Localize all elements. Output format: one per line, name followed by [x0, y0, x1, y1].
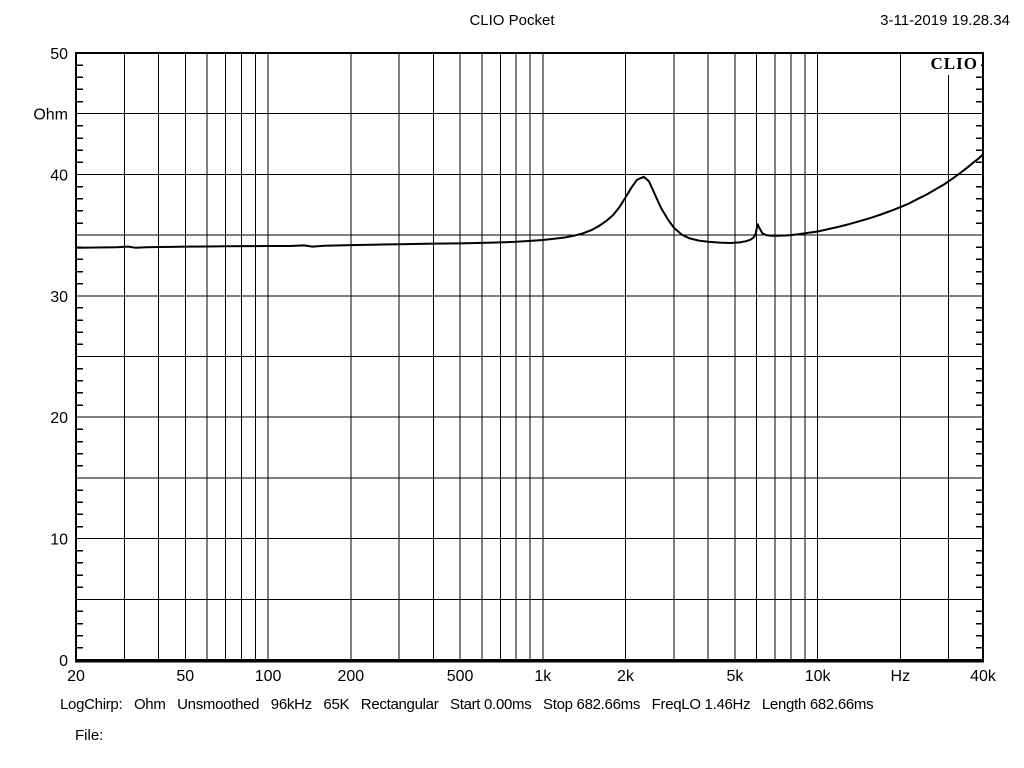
svg-text:40k: 40k [970, 668, 997, 685]
measurement-datetime: 3-11-2019 19.28.34 [880, 12, 1010, 29]
svg-text:2k: 2k [617, 668, 635, 685]
svg-text:50: 50 [176, 668, 194, 685]
window-title: CLIO Pocket [469, 12, 555, 29]
svg-text:500: 500 [447, 668, 474, 685]
measurement-settings: LogChirp: Ohm Unsmoothed 96kHz 65K Recta… [60, 696, 874, 713]
svg-text:20: 20 [67, 668, 85, 685]
svg-text:10: 10 [50, 532, 68, 549]
svg-text:20: 20 [50, 410, 68, 427]
svg-text:30: 30 [50, 289, 68, 306]
svg-text:100: 100 [255, 668, 282, 685]
svg-text:1k: 1k [534, 668, 552, 685]
svg-text:Hz: Hz [891, 668, 911, 685]
svg-text:5k: 5k [726, 668, 744, 685]
file-label: File: [75, 727, 104, 744]
svg-text:0: 0 [59, 653, 68, 670]
svg-text:Ohm: Ohm [33, 107, 68, 124]
svg-text:200: 200 [337, 668, 364, 685]
svg-text:50: 50 [50, 46, 68, 63]
svg-text:40: 40 [50, 167, 68, 184]
svg-text:10k: 10k [805, 668, 832, 685]
clio-logo: CLIO [925, 54, 981, 75]
